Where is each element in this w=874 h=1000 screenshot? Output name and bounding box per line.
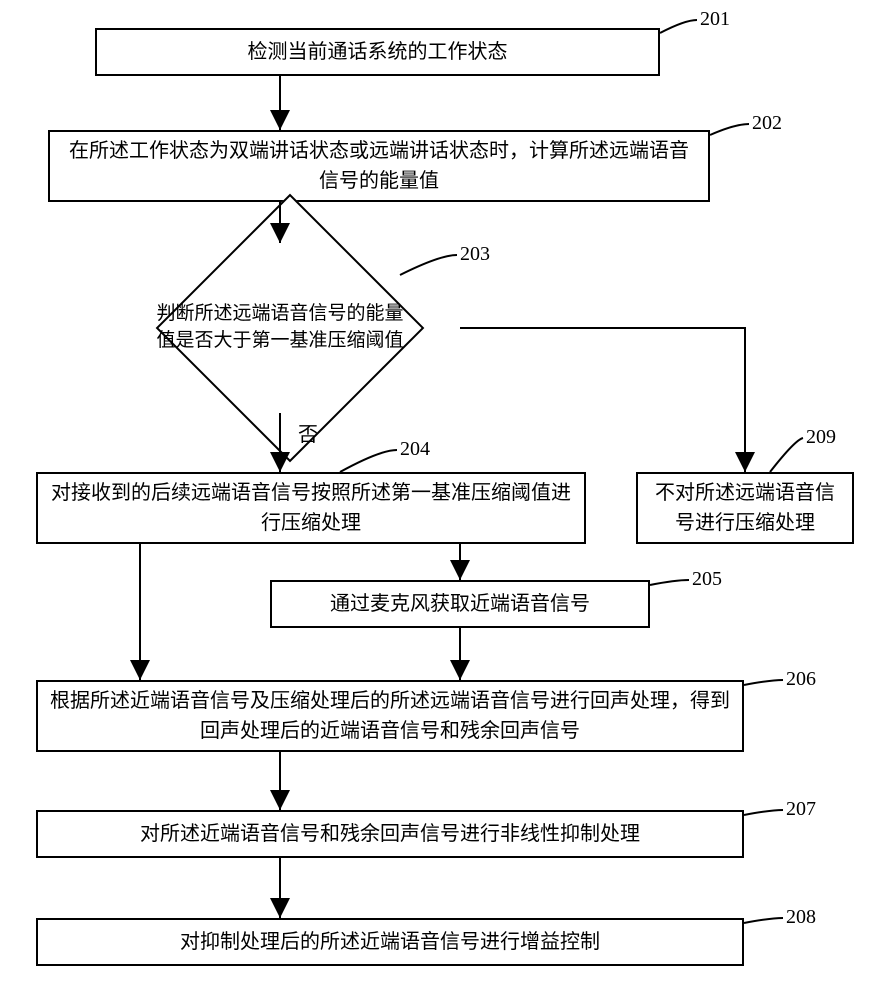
node-209: 不对所述远端语音信号进行压缩处理 — [636, 472, 854, 544]
flowchart-canvas: 检测当前通话系统的工作状态 在所述工作状态为双端讲话状态或远端讲话状态时，计算所… — [0, 0, 874, 1000]
node-201-text: 检测当前通话系统的工作状态 — [248, 37, 508, 67]
node-206: 根据所述近端语音信号及压缩处理后的所述远端语音信号进行回声处理，得到回声处理后的… — [36, 680, 744, 752]
callout-203: 203 — [460, 243, 490, 266]
callout-207: 207 — [786, 798, 816, 821]
node-201: 检测当前通话系统的工作状态 — [95, 28, 660, 76]
node-204: 对接收到的后续远端语音信号按照所述第一基准压缩阈值进行压缩处理 — [36, 472, 586, 544]
callout-201: 201 — [700, 8, 730, 31]
node-207: 对所述近端语音信号和残余回声信号进行非线性抑制处理 — [36, 810, 744, 858]
node-206-text: 根据所述近端语音信号及压缩处理后的所述远端语音信号进行回声处理，得到回声处理后的… — [50, 686, 730, 746]
node-205: 通过麦克风获取近端语音信号 — [270, 580, 650, 628]
node-202-text: 在所述工作状态为双端讲话状态或远端讲话状态时，计算所述远端语音信号的能量值 — [62, 136, 696, 196]
callout-202: 202 — [752, 112, 782, 135]
node-202: 在所述工作状态为双端讲话状态或远端讲话状态时，计算所述远端语音信号的能量值 — [48, 130, 710, 202]
callout-205: 205 — [692, 568, 722, 591]
node-208: 对抑制处理后的所述近端语音信号进行增益控制 — [36, 918, 744, 966]
node-204-text: 对接收到的后续远端语音信号按照所述第一基准压缩阈值进行压缩处理 — [50, 478, 572, 538]
node-209-text: 不对所述远端语音信号进行压缩处理 — [650, 478, 840, 538]
node-207-text: 对所述近端语音信号和残余回声信号进行非线性抑制处理 — [140, 819, 640, 849]
node-205-text: 通过麦克风获取近端语音信号 — [330, 589, 590, 619]
edge-label-yes: 否 — [298, 418, 318, 447]
node-203-text: 判断所述远端语音信号的能量值是否大于第一基准压缩阈值 — [155, 301, 405, 354]
callout-208: 208 — [786, 906, 816, 929]
callout-209: 209 — [806, 426, 836, 449]
node-203: 判断所述远端语音信号的能量值是否大于第一基准压缩阈值 — [100, 243, 460, 413]
node-208-text: 对抑制处理后的所述近端语音信号进行增益控制 — [180, 927, 600, 957]
callout-206: 206 — [786, 668, 816, 691]
callout-204: 204 — [400, 438, 430, 461]
